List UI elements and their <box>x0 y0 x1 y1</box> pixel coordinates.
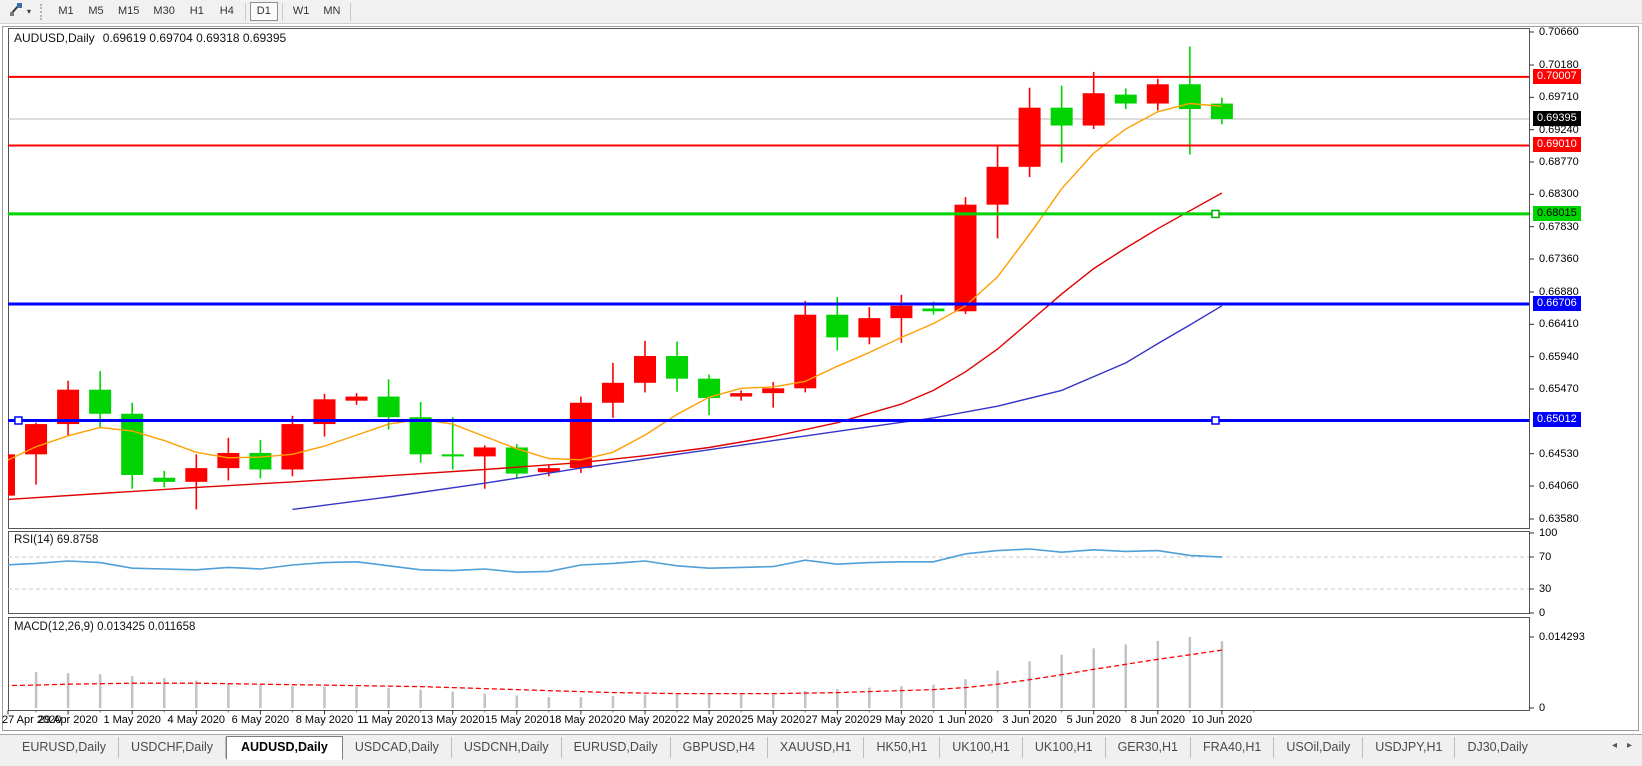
x-axis-label: 13 May 2020 <box>420 714 485 726</box>
timeframe-button-mn[interactable]: MN <box>323 5 341 17</box>
macd-axis-label: 0 <box>1539 702 1546 714</box>
tabs-scroll-right-button[interactable]: ▸ <box>1626 740 1632 751</box>
price-level-badge: 0.66706 <box>1533 295 1581 311</box>
timeframe-button-w1[interactable]: W1 <box>292 5 310 17</box>
x-axis-label: 22 May 2020 <box>677 714 741 726</box>
chart-tools-button[interactable]: ▾ <box>3 2 36 22</box>
price-axis-label: 0.70660 <box>1539 26 1579 38</box>
tab-fra40-h1[interactable]: FRA40,H1 <box>1191 737 1275 758</box>
x-axis-label: 8 May 2020 <box>295 714 354 726</box>
price-level-badge: 0.65012 <box>1533 412 1581 428</box>
x-axis-label: 6 May 2020 <box>231 714 290 726</box>
price-axis-label: 0.69240 <box>1539 123 1579 136</box>
timeframe-button-m5[interactable]: M5 <box>88 5 104 17</box>
rsi-axis-label: 30 <box>1539 583 1552 595</box>
x-axis-label: 1 Jun 2020 <box>938 714 993 726</box>
x-axis-label: 15 May 2020 <box>484 714 549 726</box>
timeframe-button-d1[interactable]: D1 <box>249 2 278 21</box>
tab-dj30-daily[interactable]: DJ30,Daily <box>1467 740 1528 754</box>
price-axis-label: 0.67360 <box>1539 252 1579 265</box>
tab-ger30-h1[interactable]: GER30,H1 <box>1106 737 1192 758</box>
tab-usdjpy-h1[interactable]: USDJPY,H1 <box>1363 737 1456 758</box>
price-axis-label: 0.67830 <box>1539 220 1579 233</box>
rsi-axis-label: 100 <box>1539 527 1558 539</box>
x-axis-label: 5 Jun 2020 <box>1066 714 1121 726</box>
x-axis-label: 11 May 2020 <box>357 714 420 726</box>
tab-xauusd-h1[interactable]: XAUUSD,H1 <box>768 737 865 758</box>
symbol-tabbar: EURUSD,Daily USDCHF,Daily AUDUSD,Daily USDC… <box>0 734 1642 762</box>
x-axis-label: 27 May 2020 <box>805 714 870 726</box>
x-axis-label: 20 May 2020 <box>613 714 677 726</box>
price-level-badge: 0.69010 <box>1533 137 1581 153</box>
x-axis-label: 8 Jun 2020 <box>1130 714 1186 726</box>
toolbar-separator <box>281 2 283 21</box>
rsi-indicator-label: RSI(14) 69.8758 <box>14 534 99 546</box>
chart-canvas[interactable] <box>0 24 1642 734</box>
toolbar-separator <box>244 2 246 21</box>
price-axis-label: 0.66410 <box>1539 318 1579 331</box>
tabs-scroll-left-button[interactable]: ◂ <box>1611 740 1617 751</box>
tab-eurusd-daily[interactable]: EURUSD,Daily <box>10 737 120 758</box>
x-axis-label: 10 Jun 2020 <box>1191 714 1253 726</box>
tab-eurusd-daily[interactable]: EURUSD,Daily <box>562 737 671 758</box>
timeframe-button-h4[interactable]: H4 <box>219 5 234 17</box>
tab-usdchf-daily[interactable]: USDCHF,Daily <box>119 737 226 758</box>
price-axis-label: 0.70180 <box>1539 59 1579 72</box>
tab-usoil-daily[interactable]: USOil,Daily <box>1274 737 1364 758</box>
x-axis-label: 29 Apr 2020 <box>38 714 98 726</box>
tab-usdcnh-daily[interactable]: USDCNH,Daily <box>452 737 562 758</box>
current-price-badge: 0.69395 <box>1533 111 1581 126</box>
rsi-axis-label: 70 <box>1539 551 1552 563</box>
price-axis-label: 0.66880 <box>1539 286 1579 298</box>
chart-title: AUDUSD,Daily 0.69619 0.69704 0.69318 0.69… <box>14 31 286 45</box>
price-level-badge: 0.68015 <box>1533 205 1581 221</box>
macd-axis-label: 0.014293 <box>1539 631 1585 643</box>
price-axis-label: 0.63580 <box>1539 513 1579 525</box>
tab-gbpusd-h4[interactable]: GBPUSD,H4 <box>671 737 768 758</box>
x-axis-label: 25 May 2020 <box>741 714 805 726</box>
timeframe-button-m30[interactable]: M30 <box>153 5 175 17</box>
x-axis-label: 1 May 2020 <box>103 714 161 726</box>
timeframe-button-h1[interactable]: H1 <box>189 5 204 17</box>
chart-ohlc-values: 0.69619 0.69704 0.69318 0.69395 <box>102 31 287 45</box>
price-axis-label: 0.65940 <box>1539 350 1579 363</box>
chart-tools-icon <box>8 1 24 22</box>
tab-uk100-h1[interactable]: UK100,H1 <box>1023 737 1106 758</box>
toolbar-separator <box>350 2 352 21</box>
price-level-badge: 0.70007 <box>1533 68 1581 84</box>
chart-symbol-period: AUDUSD,Daily <box>14 31 95 45</box>
timeframe-button-m1[interactable]: M1 <box>58 5 74 17</box>
rsi-axis-label: 0 <box>1539 607 1546 619</box>
price-axis-label: 0.64060 <box>1539 479 1579 492</box>
x-axis-label: 4 May 2020 <box>167 714 226 726</box>
price-axis-label: 0.68770 <box>1539 156 1579 168</box>
x-axis-label: 3 Jun 2020 <box>1002 714 1057 726</box>
macd-indicator-label: MACD(12,26,9) 0.013425 0.011658 <box>14 621 196 633</box>
toolbar-grip <box>40 3 45 20</box>
x-axis-label: 29 May 2020 <box>869 714 934 726</box>
chevron-down-icon: ▾ <box>27 7 32 16</box>
price-axis-label: 0.69710 <box>1539 91 1579 104</box>
toolbar: ▾ M1 M5 M15 M30 H1 H4 D1 W1 MN <box>0 0 1642 24</box>
timeframe-button-m15[interactable]: M15 <box>118 5 140 17</box>
price-axis-label: 0.65470 <box>1539 382 1579 395</box>
x-axis-label: 18 May 2020 <box>549 714 613 726</box>
price-axis-label: 0.68300 <box>1539 188 1579 201</box>
tab-audusd-daily[interactable]: AUDUSD,Daily <box>226 736 343 760</box>
tab-usdcad-daily[interactable]: USDCAD,Daily <box>343 737 452 758</box>
tab-hk50-h1[interactable]: HK50,H1 <box>864 737 941 758</box>
chart-window: AUDUSD,Daily 0.69619 0.69704 0.69318 0.69… <box>0 24 1642 734</box>
tab-uk100-h1[interactable]: UK100,H1 <box>940 737 1023 758</box>
x-axis-label: 27 Apr 2020 <box>2 714 62 726</box>
price-axis-label: 0.64530 <box>1539 447 1579 460</box>
